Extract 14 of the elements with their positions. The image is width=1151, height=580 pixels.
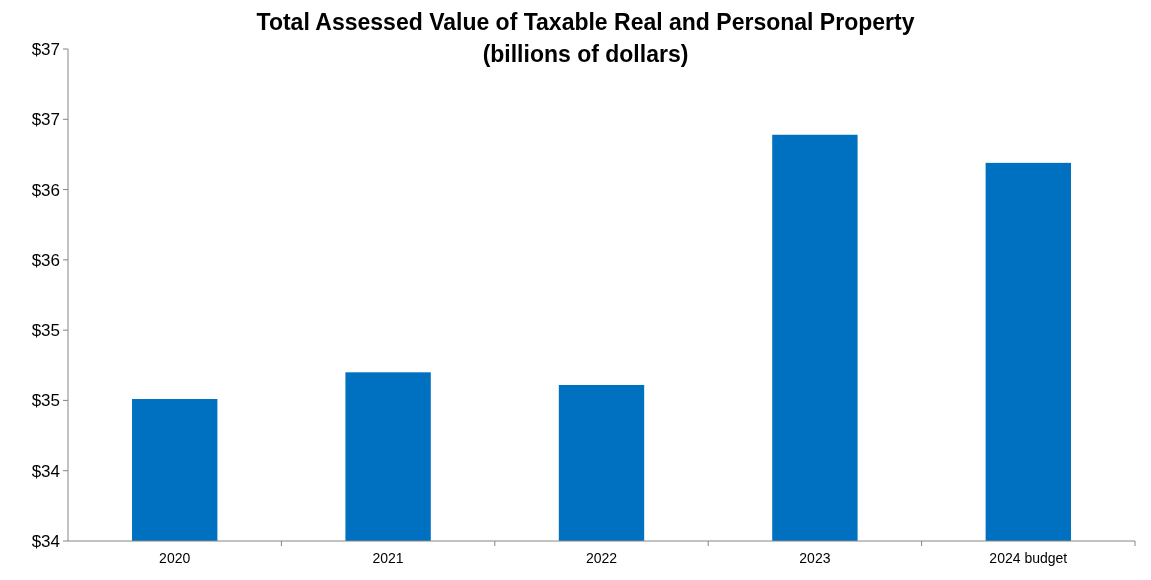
y-tick-label: $36 — [31, 180, 60, 200]
x-tick-label: 2020 — [159, 550, 191, 566]
x-tick-label: 2023 — [799, 550, 831, 566]
y-tick-label: $34 — [31, 531, 60, 551]
y-tick-label: $36 — [31, 250, 60, 270]
x-tick-label: 2024 budget — [989, 550, 1068, 566]
y-tick-label: $34 — [31, 461, 60, 481]
y-tick-label: $37 — [31, 110, 60, 130]
y-tick-label: $35 — [31, 391, 60, 411]
x-tick-label: 2022 — [585, 550, 618, 566]
y-tick-label: $35 — [31, 321, 60, 341]
y-tick-label: $37 — [31, 39, 60, 59]
x-tick-label: 2021 — [372, 550, 404, 566]
chart-title: Total Assessed Value of Taxable Real and Personal Property (billions of dollars) — [256, 9, 915, 67]
